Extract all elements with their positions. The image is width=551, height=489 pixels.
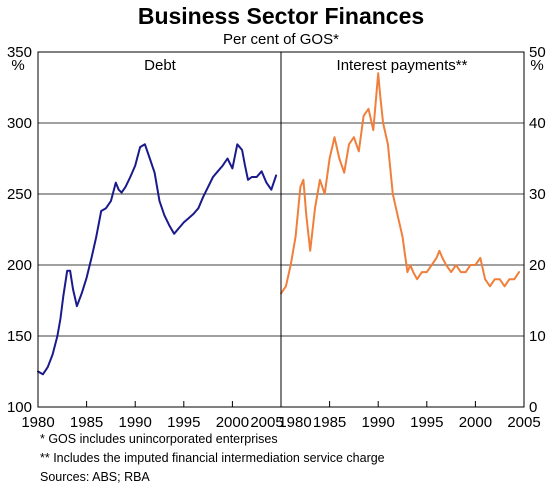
ytick-label-p1-0: 0 [529,399,537,416]
ytick-label-p1-4: 40 [529,115,546,132]
ytick-label-p1-2: 20 [529,257,546,274]
footnote-2: ** Includes the imputed financial interm… [40,451,385,465]
xtick-label-p0-2: 1990 [119,414,152,431]
xtick-label-p0-0: 1980 [21,414,54,431]
ytick-label-p0-0: 100 [7,399,32,416]
xtick-label-p1-2: 1990 [362,414,395,431]
xtick-label-p0-4: 2000 [216,414,249,431]
ytick-label-p0-3: 250 [7,186,32,203]
ytick-label-p0-5: 350 [7,44,32,61]
ytick-label-p1-1: 10 [529,328,546,345]
chart-title: Business Sector Finances [138,3,424,29]
footnote-sources: Sources: ABS; RBA [40,470,150,484]
footnote-1: * GOS includes unincorporated enterprise… [40,432,278,446]
panel-label-interest: Interest payments** [337,57,468,74]
ytick-label-p0-2: 200 [7,257,32,274]
xtick-label-p1-0: 1980 [278,414,311,431]
series-lines [37,72,521,376]
ytick-label-p1-5: 50 [529,44,546,61]
ytick-label-p0-1: 150 [7,328,32,345]
xtick-label-p0-1: 1985 [70,414,103,431]
unit-left: % [11,57,24,74]
series-line-p1-0 [280,72,521,295]
xtick-label-p1-4: 2000 [459,414,492,431]
xtick-label-p1-3: 1995 [410,414,443,431]
gridlines [38,122,524,337]
xtick-label-p0-3: 1995 [167,414,200,431]
unit-right: % [530,57,543,74]
ytick-label-p1-3: 30 [529,186,546,203]
panel-label-debt: Debt [144,57,177,74]
xtick-label-p1-1: 1985 [313,414,346,431]
series-line-p0-0 [37,143,278,376]
xtick-label-p1-5: 2005 [507,414,540,431]
chart-subtitle: Per cent of GOS* [223,31,339,48]
xtick-label-p0-5: 2005 [250,414,283,431]
ytick-label-p0-4: 300 [7,115,32,132]
